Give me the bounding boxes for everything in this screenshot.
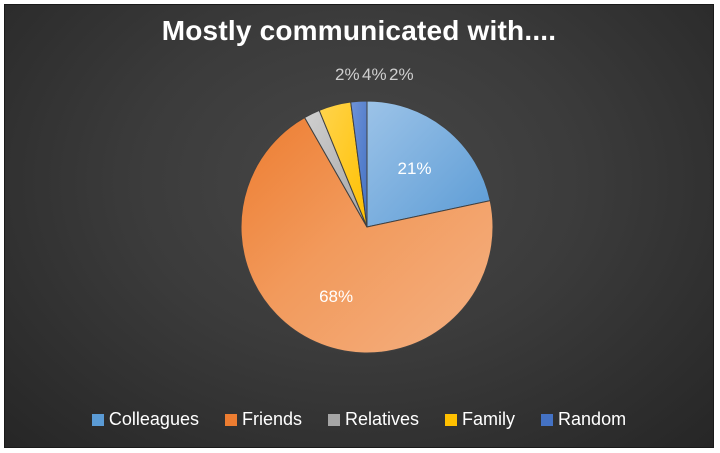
legend-item-friends: Friends xyxy=(224,409,302,430)
data-label-family: 4% xyxy=(362,65,387,84)
pie-chart: 21% 68% 2% 4% 2% xyxy=(240,65,494,354)
legend-item-random: Random xyxy=(541,409,626,430)
data-label-relatives: 2% xyxy=(335,65,360,84)
data-label-friends: 68% xyxy=(319,287,353,306)
legend-label-family: Family xyxy=(462,409,516,429)
data-label-colleagues: 21% xyxy=(397,159,431,178)
chart-area: Mostly communicated with.... xyxy=(4,4,714,448)
legend-item-relatives: Relatives xyxy=(328,409,419,430)
legend-swatch-relatives xyxy=(328,413,340,426)
legend-label-relatives: Relatives xyxy=(345,409,420,429)
chart-title: Mostly communicated with.... xyxy=(161,15,557,46)
legend-item-colleagues: Colleagues xyxy=(91,409,199,430)
legend-label-random: Random xyxy=(558,409,627,429)
data-label-random: 2% xyxy=(389,65,414,84)
pie-slice-friends xyxy=(240,116,494,354)
chart-legend: Colleagues Friends Relatives Family Random xyxy=(5,409,713,430)
legend-swatch-family xyxy=(445,413,458,426)
legend-item-family: Family xyxy=(445,409,515,430)
legend-swatch-friends xyxy=(224,413,237,426)
pie-slice-random xyxy=(350,100,368,228)
legend-label-friends: Friends xyxy=(241,409,302,429)
legend-swatch-random xyxy=(541,413,554,426)
pie-slice-colleagues xyxy=(366,100,491,228)
legend-label-colleagues: Colleagues xyxy=(108,409,199,429)
legend-swatch-colleagues xyxy=(91,413,104,426)
